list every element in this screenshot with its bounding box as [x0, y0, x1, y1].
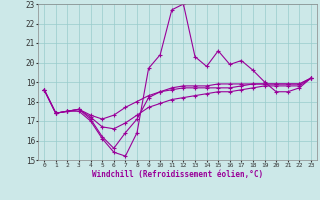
- X-axis label: Windchill (Refroidissement éolien,°C): Windchill (Refroidissement éolien,°C): [92, 170, 263, 179]
